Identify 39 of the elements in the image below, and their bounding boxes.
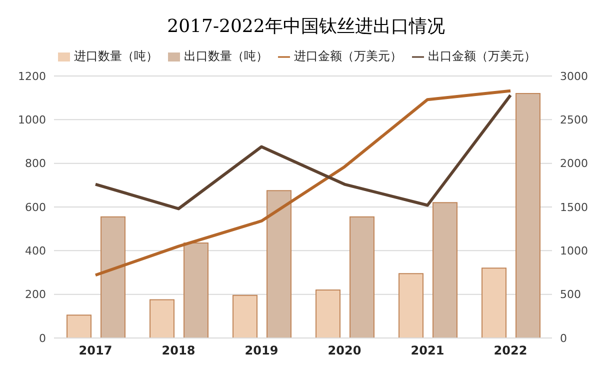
y2-tick-label: 2000 (560, 157, 588, 170)
bar (482, 268, 506, 338)
bar (516, 92, 540, 338)
y2-tick-label: 1000 (560, 244, 588, 258)
x-tick-label: 2021 (410, 344, 444, 358)
y2-tick-label: 1500 (560, 200, 588, 214)
y-tick-label: 400 (25, 244, 46, 258)
bar (432, 202, 458, 338)
legend-label: 出口金额（万美元） (428, 49, 536, 63)
y-tick-label: 200 (25, 288, 46, 302)
legend-label: 出口数量（吨） (184, 49, 268, 63)
bar (398, 273, 424, 338)
y-tick-label: 600 (25, 200, 46, 214)
bar (316, 289, 340, 338)
y-tick-label: 800 (25, 157, 46, 170)
y2-tick-label: 0 (560, 332, 567, 345)
bar (66, 314, 92, 338)
y-tick-label: 1200 (18, 70, 46, 83)
y-tick-label: 0 (39, 332, 46, 345)
bar (266, 190, 292, 338)
bar (184, 242, 208, 338)
y2-tick-label: 2500 (560, 114, 588, 127)
x-tick-label: 2020 (328, 344, 362, 358)
bar (100, 216, 126, 338)
x-tick-label: 2017 (78, 344, 112, 358)
line-series (94, 94, 512, 210)
legend-label: 进口数量（吨） (74, 49, 158, 63)
chart-title: 2017-2022年中国钛丝进出口情况 (166, 15, 446, 39)
x-tick-label: 2022 (494, 344, 528, 358)
y-tick-label: 1000 (18, 114, 46, 127)
y2-tick-label: 3000 (560, 70, 588, 83)
y2-tick-label: 500 (560, 288, 581, 302)
line-series (94, 89, 512, 277)
bar (150, 299, 174, 338)
bar (232, 294, 258, 338)
x-tick-label: 2019 (244, 344, 278, 358)
legend-label: 进口金额（万美元） (294, 49, 402, 63)
bar (350, 216, 374, 338)
x-tick-label: 2018 (162, 344, 196, 358)
